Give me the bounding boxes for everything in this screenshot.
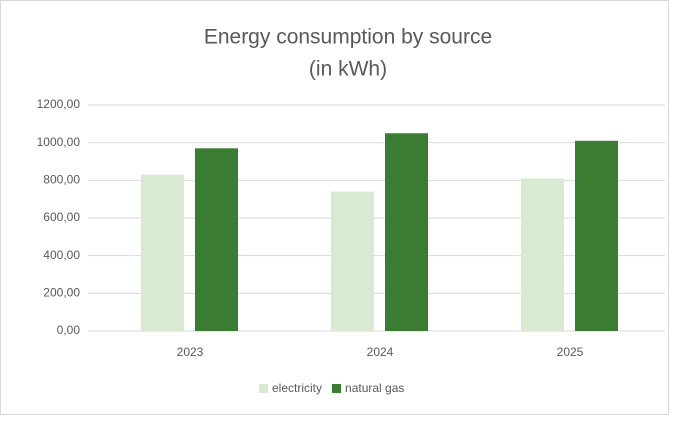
y-tick-label: 600,00 [43,210,80,224]
bar [141,174,184,331]
x-tick-label: 2023 [177,345,204,359]
bar [385,133,428,331]
legend-label: natural gas [345,381,404,395]
y-tick-label: 800,00 [43,173,80,187]
legend-label: electricity [272,381,322,395]
bar [575,140,618,331]
bar [521,178,564,331]
y-tick-label: 1200,00 [37,97,81,111]
legend-swatch [259,384,268,393]
y-tick-label: 1000,00 [37,135,81,149]
y-tick-label: 0,00 [57,323,81,337]
chart-title: Energy consumption by source [204,26,492,49]
bar [195,148,238,331]
y-tick-label: 400,00 [43,248,80,262]
x-tick-label: 2024 [367,345,394,359]
x-tick-label: 2025 [557,345,584,359]
legend-swatch [332,384,342,393]
chart-subtitle: (in kWh) [309,58,387,81]
bar [331,191,374,331]
y-tick-label: 200,00 [43,286,80,300]
